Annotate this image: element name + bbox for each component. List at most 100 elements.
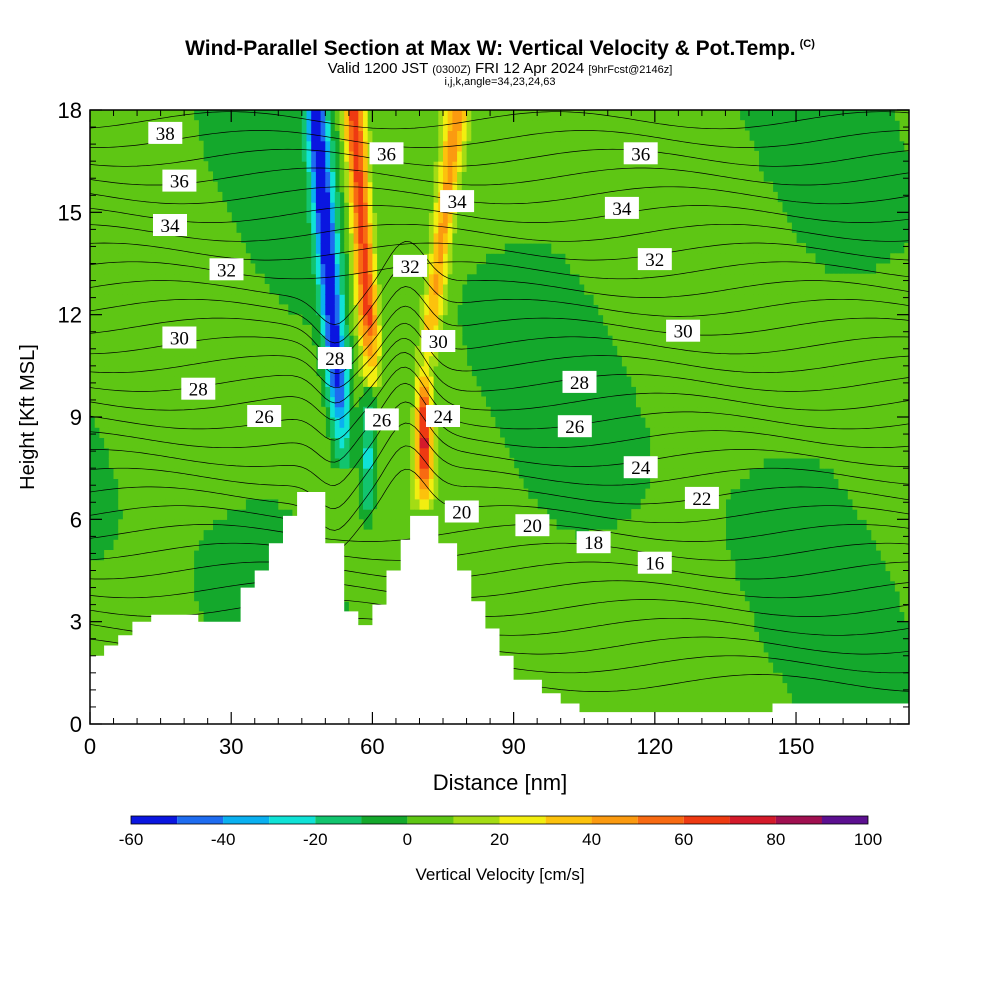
velocity-cell — [617, 284, 623, 295]
velocity-cell — [546, 631, 552, 643]
velocity-cell — [122, 232, 129, 244]
velocity-cell — [90, 284, 96, 295]
velocity-cell — [485, 457, 491, 469]
velocity-cell — [438, 519, 444, 531]
velocity-cell — [579, 560, 585, 572]
velocity-cell — [574, 560, 581, 572]
velocity-cell — [226, 427, 232, 438]
velocity-cell — [443, 140, 449, 152]
velocity-cell — [499, 130, 505, 142]
velocity-cell — [221, 498, 228, 510]
velocity-cell — [405, 488, 411, 500]
velocity-cell — [358, 110, 364, 121]
velocity-cell — [419, 488, 425, 500]
velocity-cell — [476, 120, 482, 131]
velocity-cell — [99, 273, 105, 285]
velocity-cell — [198, 611, 204, 623]
velocity-cell — [320, 294, 326, 305]
velocity-cell — [461, 417, 468, 428]
velocity-cell — [584, 631, 590, 643]
velocity-cell — [108, 120, 115, 131]
velocity-cell — [485, 529, 491, 541]
velocity-cell — [226, 468, 232, 479]
velocity-cell — [160, 519, 166, 531]
velocity-cell — [428, 284, 435, 295]
velocity-cell — [174, 580, 180, 592]
velocity-cell — [151, 294, 157, 305]
chart-title-text: Wind-Parallel Section at Max W: Vertical… — [185, 37, 796, 60]
velocity-cell — [363, 580, 369, 592]
velocity-cell — [527, 550, 533, 561]
velocity-cell — [603, 314, 609, 326]
velocity-cell — [146, 324, 152, 336]
velocity-cell — [598, 560, 604, 572]
velocity-cell — [198, 222, 204, 234]
velocity-cell — [188, 478, 195, 490]
velocity-cell — [480, 457, 486, 469]
velocity-cell — [588, 703, 595, 715]
velocity-cell — [118, 498, 124, 510]
velocity-cell — [588, 601, 595, 612]
velocity-cell — [508, 212, 515, 224]
velocity-cell — [160, 140, 166, 152]
velocity-cell — [207, 284, 213, 295]
velocity-cell — [203, 468, 209, 479]
velocity-cell — [330, 335, 336, 346]
velocity-cell — [193, 478, 199, 490]
velocity-cell — [151, 488, 157, 500]
velocity-cell — [617, 110, 623, 121]
velocity-cell — [344, 365, 350, 377]
velocity-cell — [395, 345, 402, 357]
velocity-cell — [132, 509, 138, 520]
velocity-cell — [104, 591, 110, 602]
velocity-cell — [118, 529, 124, 541]
velocity-cell — [132, 355, 138, 367]
velocity-cell — [461, 130, 468, 142]
velocity-cell — [334, 488, 341, 500]
velocity-cell — [588, 662, 595, 674]
velocity-cell — [179, 550, 185, 561]
velocity-cell — [108, 130, 115, 142]
velocity-cell — [574, 263, 581, 275]
velocity-cell — [424, 447, 430, 459]
velocity-cell — [99, 345, 105, 357]
velocity-cell — [165, 232, 171, 244]
velocity-cell — [593, 591, 599, 602]
velocity-cell — [358, 580, 364, 592]
velocity-cell — [334, 468, 341, 479]
velocity-cell — [428, 263, 435, 275]
velocity-cell — [141, 345, 148, 357]
velocity-cell — [513, 130, 519, 142]
velocity-cell — [306, 457, 312, 469]
velocity-cell — [372, 335, 378, 346]
velocity-cell — [457, 365, 463, 377]
velocity-cell — [203, 396, 209, 408]
velocity-cell — [113, 191, 119, 203]
velocity-cell — [391, 478, 397, 490]
velocity-cell — [127, 509, 133, 520]
velocity-cell — [494, 202, 501, 213]
velocity-cell — [118, 386, 124, 398]
velocity-cell — [325, 212, 331, 224]
velocity-cell — [584, 110, 590, 121]
velocity-cell — [174, 570, 180, 582]
velocity-cell — [556, 580, 562, 592]
velocity-cell — [339, 171, 345, 183]
velocity-cell — [603, 703, 609, 715]
velocity-cell — [231, 304, 237, 316]
velocity-cell — [348, 284, 355, 295]
velocity-cell — [433, 304, 439, 316]
velocity-cell — [598, 130, 604, 142]
velocity-cell — [414, 478, 421, 490]
velocity-cell — [315, 161, 322, 172]
velocity-cell — [457, 427, 463, 438]
velocity-cell — [170, 601, 176, 612]
velocity-cell — [593, 642, 599, 653]
velocity-cell — [353, 386, 359, 398]
velocity-cell — [212, 212, 218, 224]
velocity-cell — [155, 529, 162, 541]
velocity-cell — [532, 212, 538, 224]
velocity-cell — [127, 314, 133, 326]
velocity-cell — [132, 580, 138, 592]
velocity-cell — [381, 294, 388, 305]
